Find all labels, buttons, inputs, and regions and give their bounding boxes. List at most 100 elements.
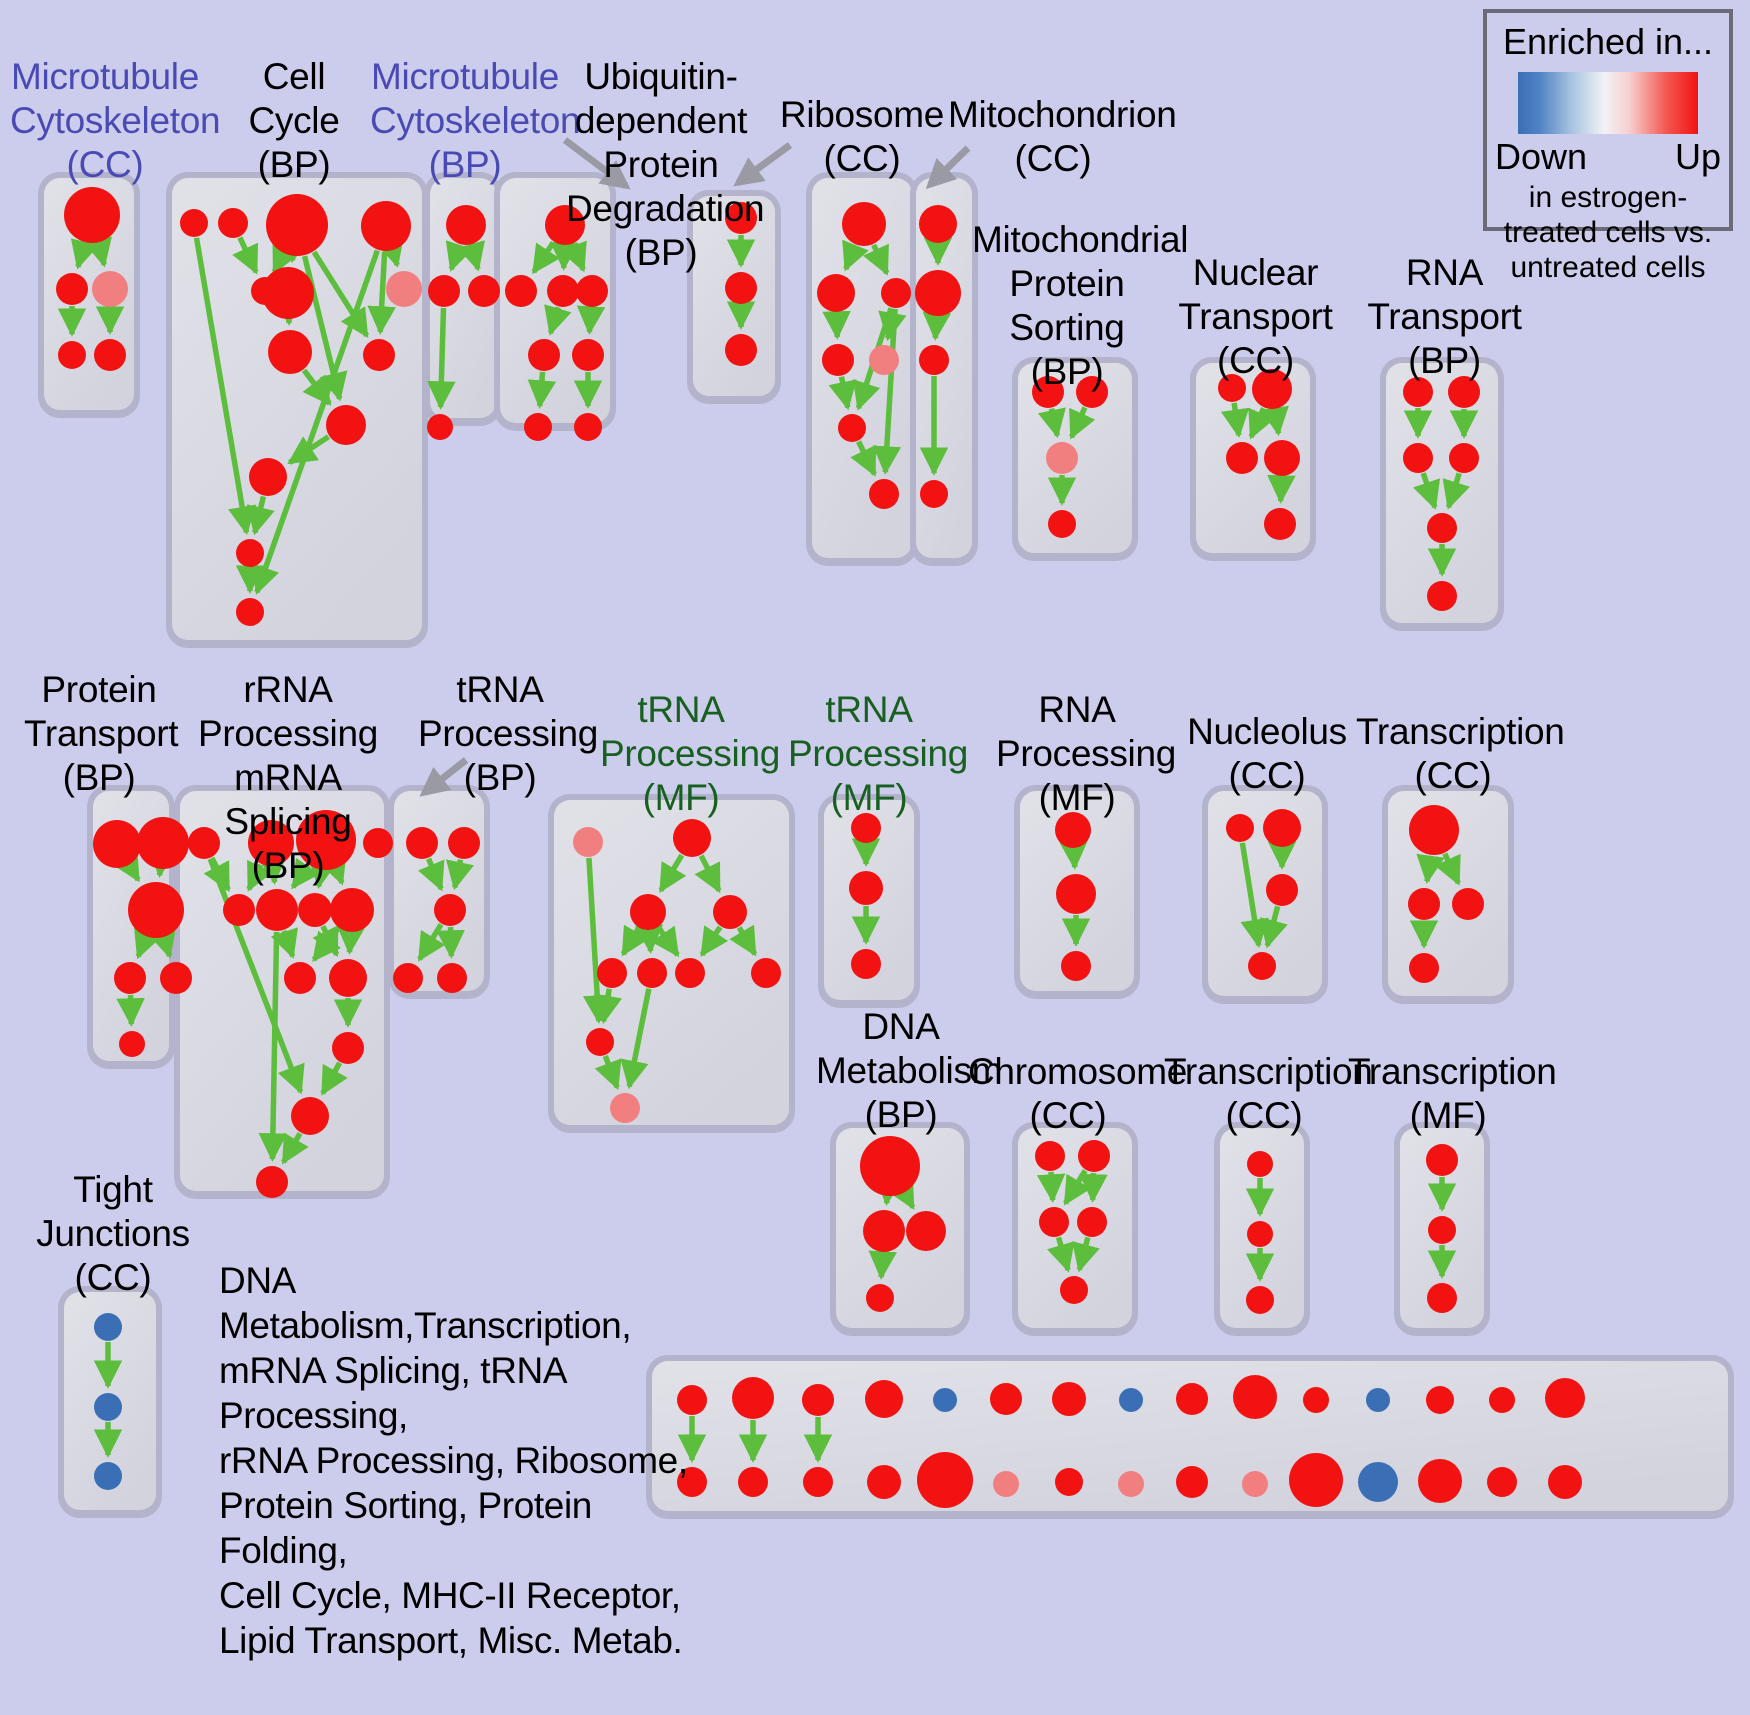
go-term-node[interactable] [1048, 510, 1076, 538]
go-term-node[interactable] [291, 1097, 329, 1135]
go-term-node[interactable] [1289, 1453, 1343, 1507]
go-term-node[interactable] [630, 894, 666, 930]
go-term-node[interactable] [330, 888, 374, 932]
go-term-node[interactable] [1218, 374, 1246, 402]
go-term-node[interactable] [1448, 376, 1480, 408]
go-term-node[interactable] [713, 895, 747, 929]
go-term-node[interactable] [675, 958, 705, 988]
go-term-node[interactable] [1119, 1388, 1143, 1412]
go-term-node[interactable] [437, 963, 467, 993]
go-term-node[interactable] [881, 278, 911, 308]
go-term-node[interactable] [256, 889, 298, 931]
go-term-node[interactable] [1035, 1141, 1065, 1171]
go-term-node[interactable] [990, 1383, 1022, 1415]
go-term-node[interactable] [933, 1388, 957, 1412]
go-term-node[interactable] [1426, 1386, 1454, 1414]
go-term-node[interactable] [393, 963, 423, 993]
go-term-node[interactable] [1052, 1382, 1086, 1416]
go-term-node[interactable] [64, 187, 120, 243]
go-term-node[interactable] [919, 345, 949, 375]
go-term-node[interactable] [434, 894, 466, 926]
go-term-node[interactable] [1077, 1207, 1107, 1237]
go-term-node[interactable] [363, 828, 393, 858]
go-term-node[interactable] [528, 339, 560, 371]
go-term-node[interactable] [468, 275, 500, 307]
go-term-node[interactable] [524, 413, 552, 441]
go-term-node[interactable] [268, 330, 312, 374]
go-term-node[interactable] [446, 205, 486, 245]
go-term-node[interactable] [1426, 1144, 1458, 1176]
go-term-node[interactable] [1247, 1221, 1273, 1247]
go-term-node[interactable] [842, 202, 886, 246]
go-term-node[interactable] [865, 1380, 903, 1418]
go-term-node[interactable] [869, 479, 899, 509]
go-term-node[interactable] [1039, 1207, 1069, 1237]
go-term-node[interactable] [725, 272, 757, 304]
go-term-node[interactable] [1403, 377, 1433, 407]
go-term-node[interactable] [917, 1452, 973, 1508]
go-term-node[interactable] [1226, 442, 1258, 474]
go-term-node[interactable] [610, 1093, 640, 1123]
go-term-node[interactable] [93, 820, 141, 868]
go-term-node[interactable] [448, 827, 480, 859]
go-term-node[interactable] [1418, 1459, 1462, 1503]
go-term-node[interactable] [180, 209, 208, 237]
go-term-node[interactable] [298, 893, 332, 927]
go-term-node[interactable] [751, 958, 781, 988]
go-term-node[interactable] [1264, 440, 1300, 476]
go-term-node[interactable] [597, 958, 627, 988]
go-term-node[interactable] [137, 817, 189, 869]
go-term-node[interactable] [1427, 1283, 1457, 1313]
go-term-node[interactable] [326, 405, 366, 445]
go-term-node[interactable] [1548, 1465, 1582, 1499]
go-term-node[interactable] [677, 1467, 707, 1497]
go-term-node[interactable] [1427, 513, 1457, 543]
go-term-node[interactable] [128, 882, 184, 938]
go-term-node[interactable] [863, 1210, 905, 1252]
go-term-node[interactable] [114, 962, 146, 994]
go-term-node[interactable] [1061, 951, 1091, 981]
go-term-node[interactable] [677, 1385, 707, 1415]
go-term-node[interactable] [1078, 1140, 1110, 1172]
go-term-node[interactable] [249, 458, 287, 496]
go-term-node[interactable] [1263, 809, 1301, 847]
go-term-node[interactable] [573, 827, 603, 857]
go-term-node[interactable] [1060, 1276, 1088, 1304]
go-term-node[interactable] [915, 270, 961, 316]
go-term-node[interactable] [586, 1028, 614, 1056]
go-term-node[interactable] [1055, 812, 1091, 848]
go-term-node[interactable] [802, 1384, 834, 1416]
go-term-node[interactable] [1233, 1375, 1277, 1419]
go-term-node[interactable] [725, 202, 757, 234]
go-term-node[interactable] [1248, 952, 1276, 980]
go-term-node[interactable] [262, 267, 314, 319]
go-term-node[interactable] [428, 275, 460, 307]
go-term-node[interactable] [1242, 1471, 1268, 1497]
go-term-node[interactable] [94, 1393, 122, 1421]
go-term-node[interactable] [1408, 888, 1440, 920]
go-term-node[interactable] [1545, 1378, 1585, 1418]
go-term-node[interactable] [545, 205, 585, 245]
go-term-node[interactable] [1032, 376, 1064, 408]
go-term-node[interactable] [1452, 888, 1484, 920]
go-term-node[interactable] [1266, 874, 1298, 906]
go-term-node[interactable] [332, 1032, 364, 1064]
go-term-node[interactable] [851, 949, 881, 979]
go-term-node[interactable] [673, 819, 711, 857]
go-term-node[interactable] [363, 339, 395, 371]
go-term-node[interactable] [1489, 1387, 1515, 1413]
go-term-node[interactable] [329, 959, 367, 997]
go-term-node[interactable] [1055, 1468, 1083, 1496]
go-term-node[interactable] [406, 827, 438, 859]
go-term-node[interactable] [56, 273, 88, 305]
go-term-node[interactable] [1176, 1383, 1208, 1415]
go-term-node[interactable] [1176, 1466, 1208, 1498]
go-term-node[interactable] [284, 962, 316, 994]
go-term-node[interactable] [218, 208, 248, 238]
go-term-node[interactable] [94, 1462, 122, 1490]
go-term-node[interactable] [919, 205, 957, 243]
go-term-node[interactable] [547, 275, 579, 307]
go-term-node[interactable] [1226, 814, 1254, 842]
go-term-node[interactable] [1264, 508, 1296, 540]
go-term-node[interactable] [1427, 581, 1457, 611]
